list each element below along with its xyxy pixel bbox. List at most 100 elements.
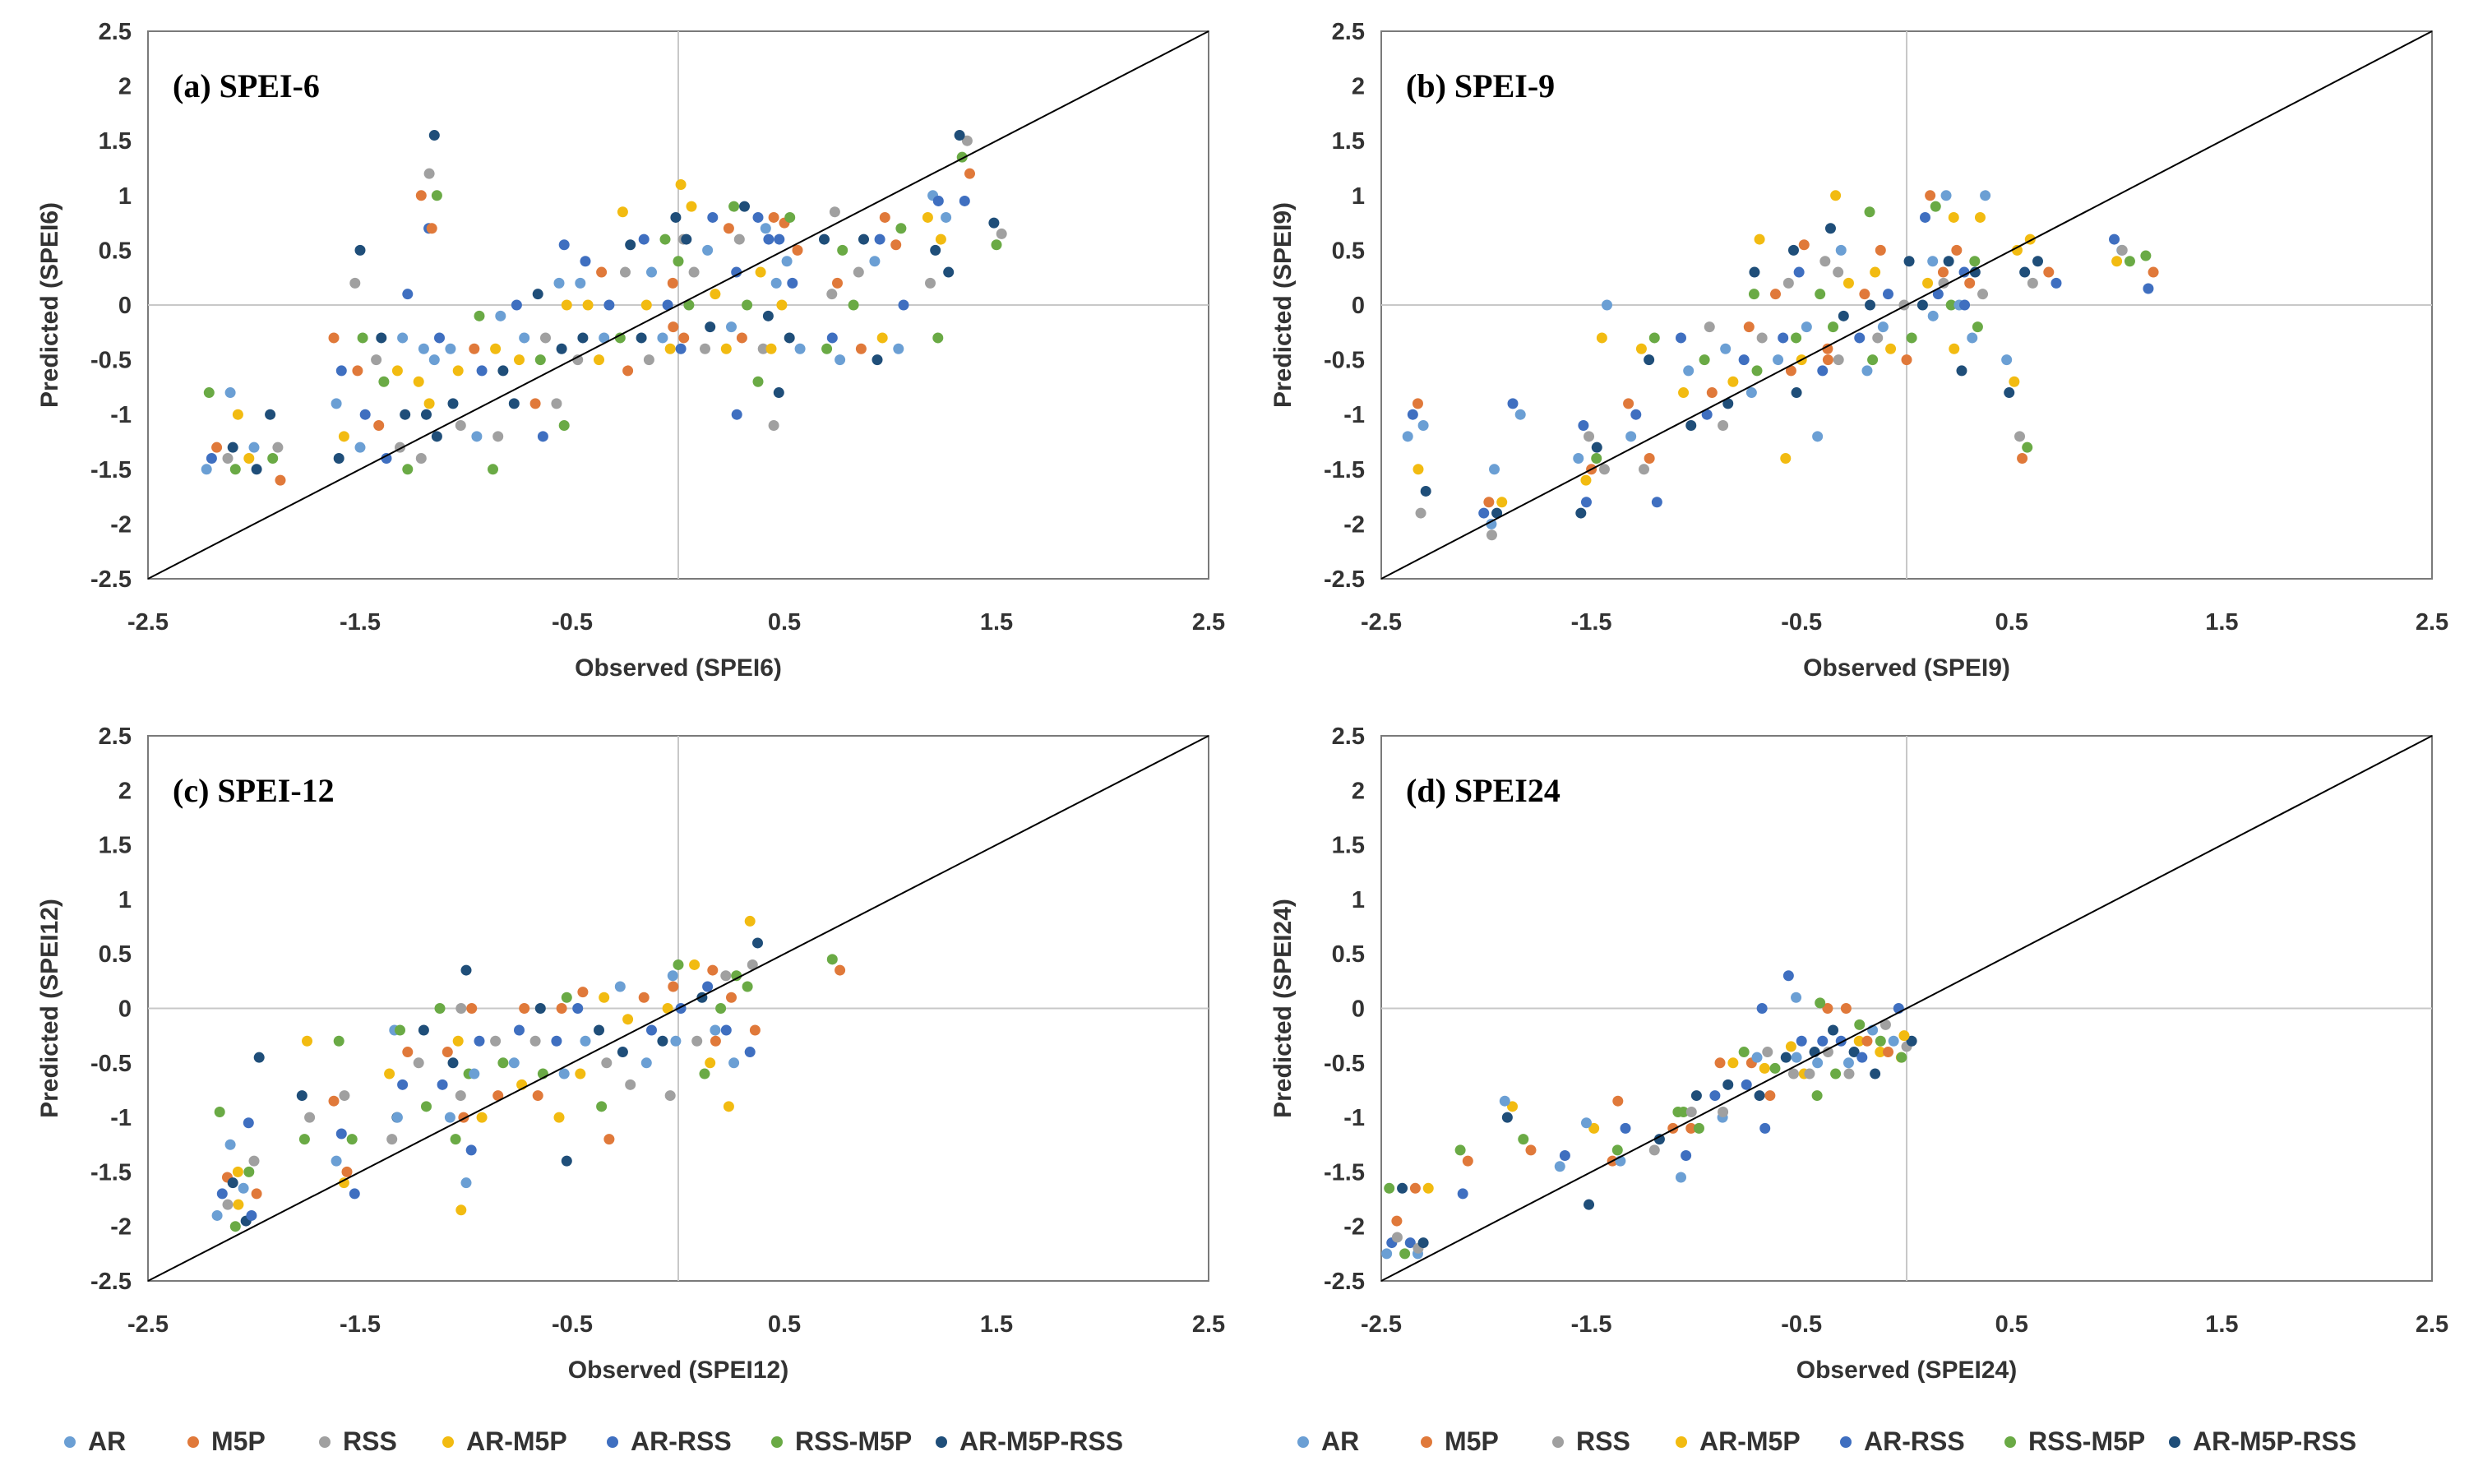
y-tick-label: -0.5 — [1324, 1051, 1365, 1077]
data-point — [622, 1014, 634, 1025]
data-point — [2004, 387, 2015, 399]
data-point — [1815, 289, 1826, 300]
data-point — [1822, 1047, 1833, 1058]
y-tick-label: 2.5 — [1332, 19, 1365, 45]
data-point — [1769, 1062, 1781, 1074]
data-point — [1811, 1090, 1823, 1102]
data-point — [620, 266, 631, 278]
data-point — [551, 1035, 562, 1047]
data-point — [248, 1155, 260, 1167]
data-point — [738, 201, 750, 212]
data-point — [1969, 266, 1981, 278]
data-point — [1578, 420, 1589, 432]
legend-marker — [1552, 1436, 1564, 1448]
data-point — [638, 233, 650, 245]
data-point — [402, 1047, 414, 1058]
data-point — [331, 1155, 342, 1167]
legends: AR M5P RSS AR-M5P AR-RSS RSS-M5P AR-M5P-RSS AR M… — [64, 1426, 2356, 1456]
data-point — [664, 1090, 676, 1102]
data-point — [1956, 365, 1967, 377]
data-point — [726, 992, 737, 1003]
data-point — [1865, 299, 1876, 311]
data-point — [1833, 354, 1844, 366]
data-point — [1391, 1215, 1403, 1227]
data-point — [1685, 1122, 1697, 1134]
data-point — [1743, 321, 1755, 333]
x-tick-label: 1.5 — [2205, 609, 2238, 636]
y-axis-label: Predicted (SPEI24) — [1269, 899, 1297, 1118]
data-point — [731, 266, 742, 278]
data-point — [784, 332, 795, 344]
y-tick-label: 0.5 — [99, 238, 132, 264]
data-point — [751, 937, 763, 949]
data-point — [720, 970, 732, 982]
data-point — [673, 959, 684, 970]
data-point — [954, 130, 965, 141]
data-point — [643, 354, 654, 366]
data-point — [349, 1188, 360, 1200]
data-point — [447, 398, 459, 409]
data-point — [1919, 211, 1930, 223]
data-point — [1969, 256, 1981, 267]
data-point — [229, 1221, 241, 1232]
y-tick-label: -2 — [110, 1214, 132, 1241]
data-point — [1791, 387, 1802, 399]
data-point — [617, 206, 628, 218]
y-tick-label: 1.5 — [1332, 833, 1365, 859]
y-tick-label: -1 — [110, 402, 132, 428]
data-point — [1916, 299, 1928, 311]
data-point — [391, 365, 403, 377]
data-point — [1486, 529, 1497, 541]
data-point — [532, 1090, 543, 1102]
data-point — [227, 442, 238, 453]
data-point — [431, 431, 442, 442]
data-point — [1718, 420, 1729, 432]
data-point — [1678, 387, 1690, 399]
data-point — [519, 1003, 530, 1014]
data-point — [246, 1209, 257, 1221]
data-point — [742, 981, 753, 992]
data-point — [1949, 343, 1960, 354]
data-point — [1491, 507, 1503, 519]
data-point — [556, 343, 567, 354]
data-point — [1525, 1144, 1537, 1156]
data-point — [428, 354, 440, 366]
data-point — [206, 452, 217, 464]
y-axis-label: Predicted (SPEI9) — [1269, 202, 1297, 408]
x-tick-label: -2.5 — [1361, 609, 1402, 636]
data-point — [1693, 1122, 1704, 1134]
x-tick-label: -2.5 — [127, 609, 169, 636]
data-point — [203, 387, 215, 399]
data-point — [662, 299, 673, 311]
data-point — [1644, 354, 1655, 366]
data-point — [232, 409, 243, 420]
data-point — [1596, 332, 1607, 344]
data-point — [1422, 1182, 1434, 1194]
data-point — [1819, 256, 1831, 267]
legend-label: AR-RSS — [631, 1426, 732, 1456]
y-tick-label: -1 — [110, 1105, 132, 1131]
data-point — [1812, 1057, 1824, 1069]
data-point — [222, 1199, 233, 1210]
data-point — [668, 981, 679, 992]
y-tick-label: -1.5 — [90, 457, 132, 483]
data-point — [474, 1035, 485, 1047]
data-point — [1685, 1106, 1697, 1117]
data-point — [1397, 1182, 1408, 1194]
data-point — [787, 277, 798, 289]
data-point — [354, 244, 366, 256]
data-point — [752, 376, 764, 387]
data-point — [1791, 1052, 1802, 1063]
data-point — [537, 431, 548, 442]
data-point — [391, 1112, 403, 1123]
data-point — [1974, 211, 1986, 223]
data-point — [728, 201, 740, 212]
data-point — [575, 1068, 586, 1079]
data-point — [1706, 387, 1718, 399]
data-point — [1625, 431, 1637, 442]
legend-label: RSS-M5P — [795, 1426, 912, 1456]
data-point — [689, 959, 700, 970]
panel-spei6: 2.5 2 1.5 1 0.5 0 -0.5 -1 -1.5 -2 -2.5 -2.5 -1.5 -0.5… — [36, 19, 1225, 682]
data-point — [1875, 244, 1886, 256]
data-point — [1402, 431, 1413, 442]
